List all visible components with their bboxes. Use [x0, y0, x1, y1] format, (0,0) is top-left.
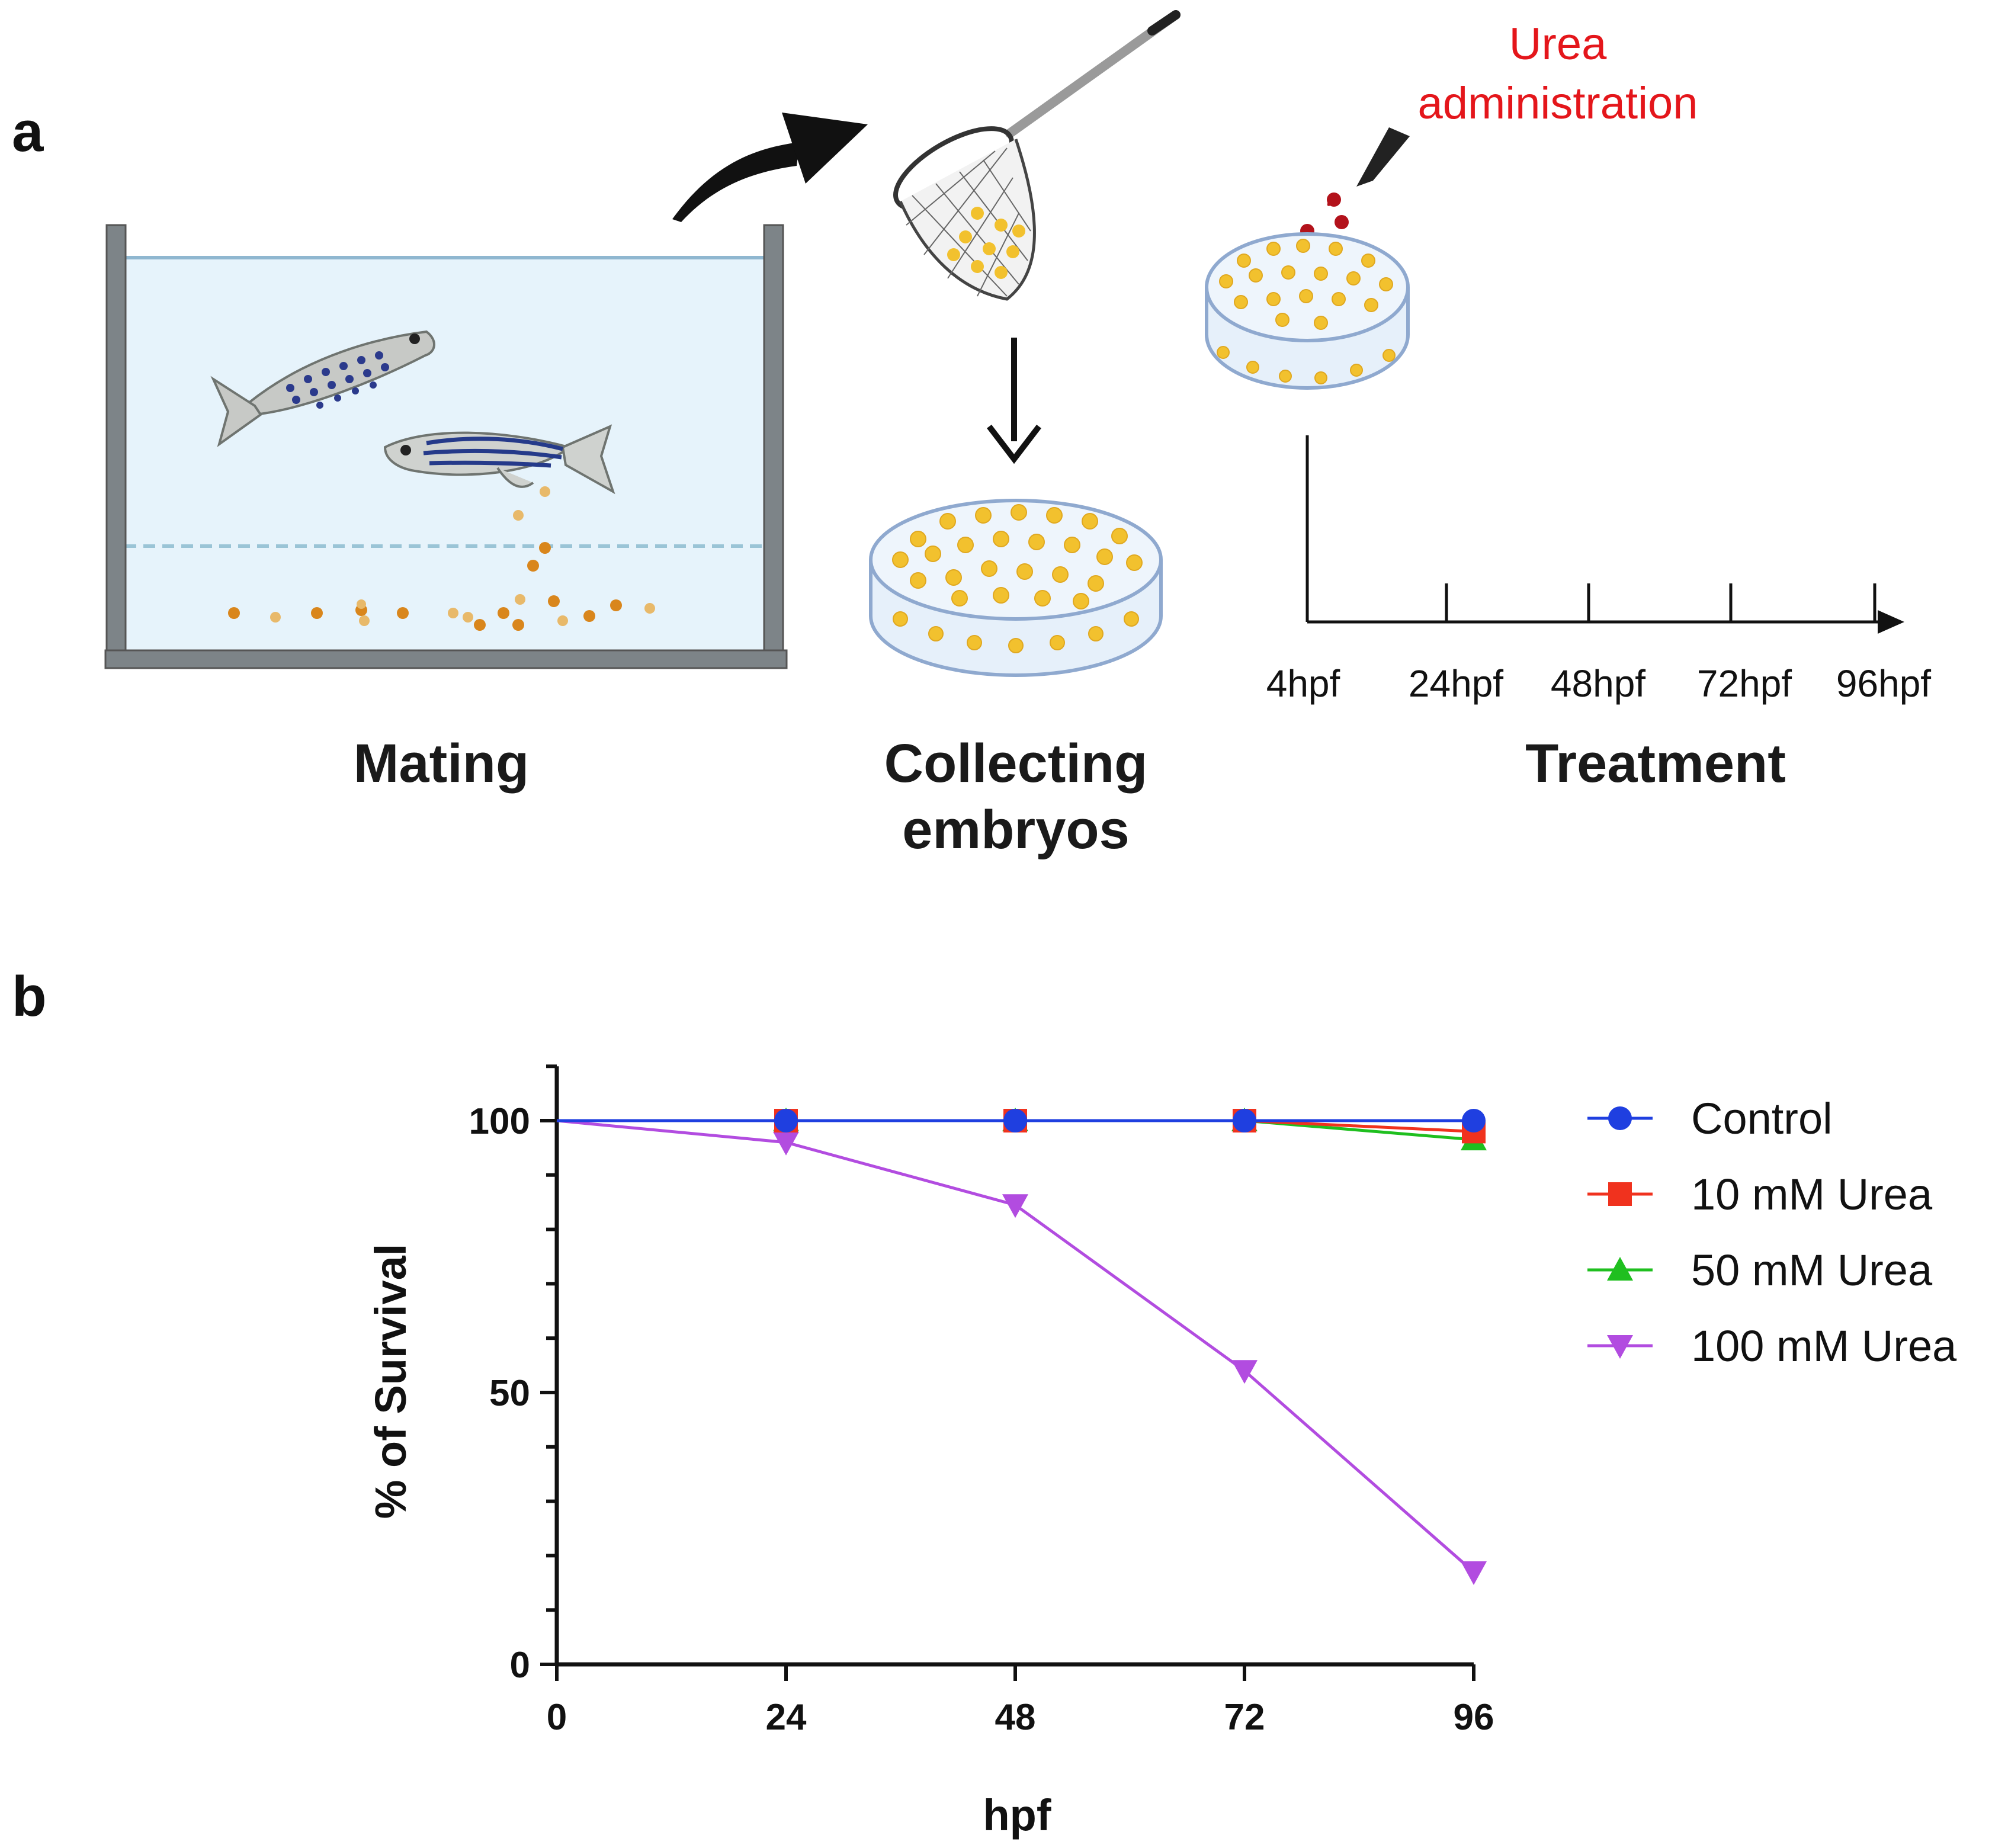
legend-marker — [1607, 1335, 1633, 1359]
y-axis-title: % of Survival — [366, 1244, 415, 1519]
chart-legend: Control 10 mM Urea 50 mM Urea 100 mM Urea — [1587, 1094, 1957, 1371]
down-arrow-icon — [987, 338, 1041, 464]
timeline-label-48hpf: 48hpf — [1551, 662, 1645, 705]
legend-label: 100 mM Urea — [1691, 1321, 1957, 1371]
x-tick-label: 0 — [547, 1697, 567, 1738]
x-tick-label: 24 — [766, 1697, 807, 1738]
panel-b-letter: b — [12, 965, 47, 1028]
caption-collecting-line1: Collecting — [884, 733, 1148, 794]
timeline-arrowhead-icon — [1878, 610, 1904, 634]
survival-line-chart: 0 50 100 0 24 48 72 96 Control 10 mM Urea 50 mM U… — [366, 1064, 1957, 1840]
tank-right-wall — [763, 224, 784, 656]
y-tick-label: 0 — [510, 1645, 530, 1686]
legend-label: 10 mM Urea — [1691, 1170, 1933, 1219]
data-point-100-mm-urea — [1461, 1561, 1487, 1585]
timeline-label-24hpf: 24hpf — [1409, 662, 1503, 705]
tank-floor — [104, 649, 788, 669]
mating-tank — [104, 224, 788, 669]
series-line-100-mm-urea — [556, 1119, 1475, 1573]
data-point-100-mm-urea — [773, 1131, 799, 1156]
legend-label: 50 mM Urea — [1691, 1246, 1933, 1295]
legend-marker — [1607, 1257, 1633, 1281]
petri-dish-treatment — [1205, 232, 1410, 390]
petri-dish-collecting — [869, 499, 1163, 677]
tank-left-wall — [105, 224, 127, 656]
legend-item-10-mm-urea: 10 mM Urea — [1587, 1170, 1933, 1219]
y-tick-label: 100 — [469, 1101, 530, 1142]
timeline-label-72hpf: 72hpf — [1697, 662, 1792, 705]
caption-treatment: Treatment — [1525, 733, 1786, 794]
data-point-control — [1233, 1109, 1256, 1132]
legend-item-control: Control — [1587, 1094, 1833, 1143]
legend-label: Control — [1691, 1094, 1833, 1143]
x-tick-label: 48 — [995, 1697, 1036, 1738]
curved-arrow-icon — [672, 113, 868, 222]
panel-a-letter: a — [12, 100, 44, 163]
y-tick-label: 50 — [489, 1373, 530, 1414]
caption-collecting-line2: embryos — [902, 800, 1130, 860]
treatment-timeline: 4hpf 24hpf 48hpf 72hpf 96hpf — [1266, 435, 1931, 705]
fish-striped-icon — [383, 424, 615, 495]
chart-series — [556, 1108, 1487, 1585]
fish-spotted-icon — [210, 330, 435, 447]
data-point-control — [1003, 1109, 1027, 1132]
chart-axes: 0 50 100 0 24 48 72 96 — [469, 1064, 1494, 1738]
fishing-net-icon — [893, 10, 1181, 301]
x-tick-label: 96 — [1454, 1697, 1494, 1738]
data-point-100-mm-urea — [1002, 1194, 1028, 1218]
series-control — [557, 1109, 1486, 1132]
urea-label-line1: Urea — [1509, 19, 1607, 69]
legend-marker — [1608, 1182, 1632, 1206]
x-tick-label: 72 — [1224, 1697, 1265, 1738]
legend-item-100-mm-urea: 100 mM Urea — [1587, 1321, 1957, 1371]
timeline-label-96hpf: 96hpf — [1836, 662, 1931, 705]
data-point-control — [1462, 1109, 1486, 1132]
fish-eggs — [228, 486, 655, 631]
legend-item-50-mm-urea: 50 mM Urea — [1587, 1246, 1933, 1295]
series-100-mm-urea — [556, 1119, 1487, 1585]
timeline-label-4hpf: 4hpf — [1266, 662, 1340, 705]
data-point-control — [774, 1109, 798, 1132]
data-point-100-mm-urea — [1231, 1360, 1258, 1384]
pipette-icon — [1356, 127, 1410, 187]
caption-mating: Mating — [354, 733, 529, 794]
urea-label-line2: administration — [1417, 78, 1698, 129]
x-axis-title: hpf — [983, 1791, 1051, 1840]
legend-marker — [1608, 1106, 1632, 1130]
